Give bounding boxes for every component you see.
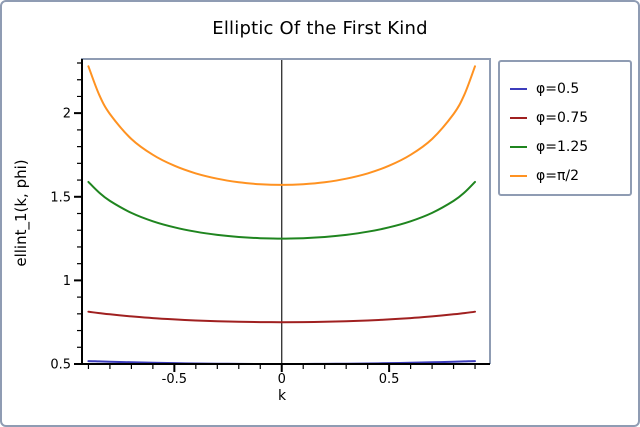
curve-series-2 [87,180,476,240]
legend-item-label: φ=0.75 [536,109,589,126]
legend-item-label: φ=0.5 [536,80,580,97]
y-tick-label: 1.5 [50,190,71,205]
legend-line-sample [510,174,527,177]
legend: φ=0.5 φ=0.75 φ=1.25 φ=π/2 [498,60,632,196]
legend-item: φ=π/2 [500,161,630,190]
legend-item: φ=1.25 [500,132,630,161]
x-tick-label: 0.5 [379,372,400,387]
x-tick-label: -0.5 [162,372,187,387]
y-tick-label: 1 [63,274,71,289]
legend-line-sample [510,116,527,119]
legend-item: φ=0.75 [500,103,630,132]
legend-item-label: φ=1.25 [536,138,589,155]
y-tick-label: 0.5 [50,358,71,373]
plot-frame [81,58,491,364]
curve-series-3 [87,65,476,186]
chart-title: Elliptic Of the First Kind [212,18,428,39]
axis-spines [81,59,490,365]
y-tick-label: 2 [63,107,71,122]
x-axis-label: k [277,388,287,404]
legend-line-sample [510,145,527,148]
legend-item: φ=0.5 [500,74,630,103]
x-tick-label: 0 [278,372,286,387]
y-axis-label: ellint_1(k, phi) [12,159,30,267]
curve-series-1 [87,310,476,324]
legend-item-label: φ=π/2 [536,167,580,184]
legend-line-sample [510,87,527,90]
